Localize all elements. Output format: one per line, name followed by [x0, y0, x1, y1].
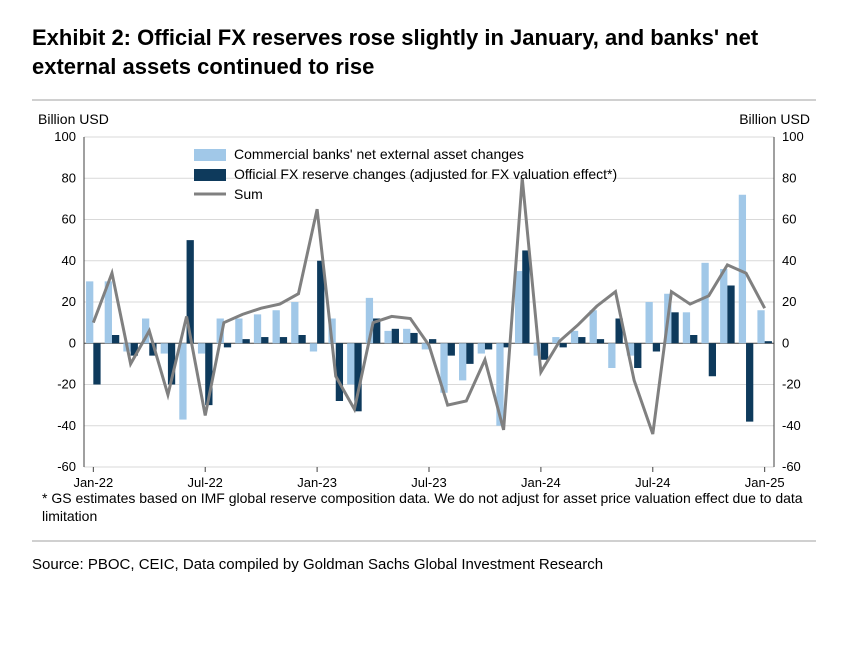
x-tick-label: Jan-22: [73, 475, 113, 489]
bar-commercial: [198, 343, 205, 353]
bar-official: [466, 343, 473, 364]
y-tick-label-right: 100: [782, 129, 804, 144]
bar-commercial: [291, 302, 298, 343]
bar-official: [560, 343, 567, 347]
bar-official: [746, 343, 753, 421]
y-tick-label-right: 20: [782, 294, 796, 309]
y-tick-label-right: -60: [782, 459, 801, 474]
chart-source: Source: PBOC, CEIC, Data compiled by Gol…: [32, 540, 816, 573]
chart-title: Exhibit 2: Official FX reserves rose sli…: [32, 24, 816, 101]
y-axis-title-right: Billion USD: [739, 111, 810, 127]
bar-commercial: [608, 343, 615, 368]
bar-commercial: [310, 343, 317, 351]
axis-title-row: Billion USD Billion USD: [32, 111, 816, 127]
y-tick-label-right: 80: [782, 170, 796, 185]
bar-official: [298, 335, 305, 343]
legend-label-official: Official FX reserve changes (adjusted fo…: [234, 166, 617, 182]
y-tick-label-right: 60: [782, 212, 796, 227]
bar-commercial: [161, 343, 168, 353]
bar-official: [671, 313, 678, 344]
bar-official: [243, 339, 250, 343]
bar-commercial: [235, 319, 242, 344]
bar-commercial: [273, 310, 280, 343]
bar-commercial: [478, 343, 485, 353]
y-tick-label-right: 0: [782, 335, 789, 350]
bar-official: [448, 343, 455, 355]
x-tick-label: Jan-23: [297, 475, 337, 489]
bar-official: [522, 251, 529, 344]
bar-official: [410, 333, 417, 343]
bar-commercial: [683, 313, 690, 344]
legend-swatch-commercial: [194, 149, 226, 161]
y-tick-label: 80: [62, 170, 76, 185]
bar-commercial: [646, 302, 653, 343]
x-tick-label: Jul-24: [635, 475, 670, 489]
y-tick-label: 60: [62, 212, 76, 227]
y-tick-label-right: -20: [782, 377, 801, 392]
y-tick-label: 20: [62, 294, 76, 309]
bar-official: [727, 286, 734, 344]
bar-commercial: [757, 310, 764, 343]
bar-commercial: [590, 310, 597, 343]
bar-commercial: [571, 331, 578, 343]
line-sum: [93, 178, 764, 434]
bar-commercial: [403, 329, 410, 343]
bar-official: [485, 343, 492, 349]
y-tick-label-right: 40: [782, 253, 796, 268]
x-tick-label: Jul-22: [188, 475, 223, 489]
bar-official: [765, 341, 772, 343]
legend-swatch-official: [194, 169, 226, 181]
bar-commercial: [254, 315, 261, 344]
chart-svg: -60 -60 -40 -40 -20 -20 0 0 20 20 40 40 60 60 80 80 100 1…: [32, 129, 816, 489]
y-axis-title-left: Billion USD: [38, 111, 109, 127]
bar-commercial: [384, 331, 391, 343]
x-tick-label: Jul-23: [411, 475, 446, 489]
x-tick-label: Jan-25: [745, 475, 785, 489]
bar-official: [634, 343, 641, 368]
y-tick-label: 40: [62, 253, 76, 268]
bar-official: [336, 343, 343, 401]
x-tick-label: Jan-24: [521, 475, 561, 489]
y-tick-label: 0: [69, 335, 76, 350]
legend-label-commercial: Commercial banks' net external asset cha…: [234, 146, 524, 162]
bar-commercial: [86, 282, 93, 344]
legend-label-sum: Sum: [234, 186, 263, 202]
y-tick-label: -40: [57, 418, 76, 433]
y-tick-label: 100: [54, 129, 76, 144]
bar-commercial: [459, 343, 466, 380]
bar-official: [429, 339, 436, 343]
bar-commercial: [701, 263, 708, 343]
bar-official: [597, 339, 604, 343]
bar-commercial: [179, 343, 186, 419]
bar-official: [261, 337, 268, 343]
bar-official: [224, 343, 231, 347]
bar-official: [392, 329, 399, 343]
y-tick-label: -20: [57, 377, 76, 392]
bar-official: [280, 337, 287, 343]
bar-commercial: [347, 343, 354, 384]
y-tick-label-right: -40: [782, 418, 801, 433]
bar-official: [709, 343, 716, 376]
bar-official: [541, 343, 548, 360]
bar-official: [578, 337, 585, 343]
bar-official: [112, 335, 119, 343]
chart-footnote: * GS estimates based on IMF global reser…: [32, 489, 816, 539]
bar-official: [93, 343, 100, 384]
bar-official: [653, 343, 660, 351]
bar-commercial: [720, 269, 727, 343]
y-tick-label: -60: [57, 459, 76, 474]
bar-official: [690, 335, 697, 343]
chart-area: -60 -60 -40 -40 -20 -20 0 0 20 20 40 40 60 60 80 80 100 1…: [32, 129, 816, 489]
